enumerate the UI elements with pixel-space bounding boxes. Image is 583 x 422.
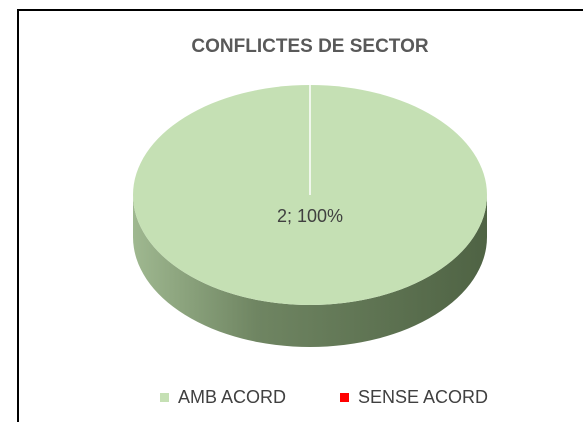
legend-swatch	[340, 393, 349, 402]
legend-label: AMB ACORD	[178, 387, 286, 407]
data-label: 2; 100%	[277, 206, 343, 226]
pie-side	[133, 195, 487, 347]
legend-label: SENSE ACORD	[358, 387, 488, 407]
legend-swatch	[160, 393, 169, 402]
chart-title: CONFLICTES DE SECTOR	[191, 36, 428, 57]
